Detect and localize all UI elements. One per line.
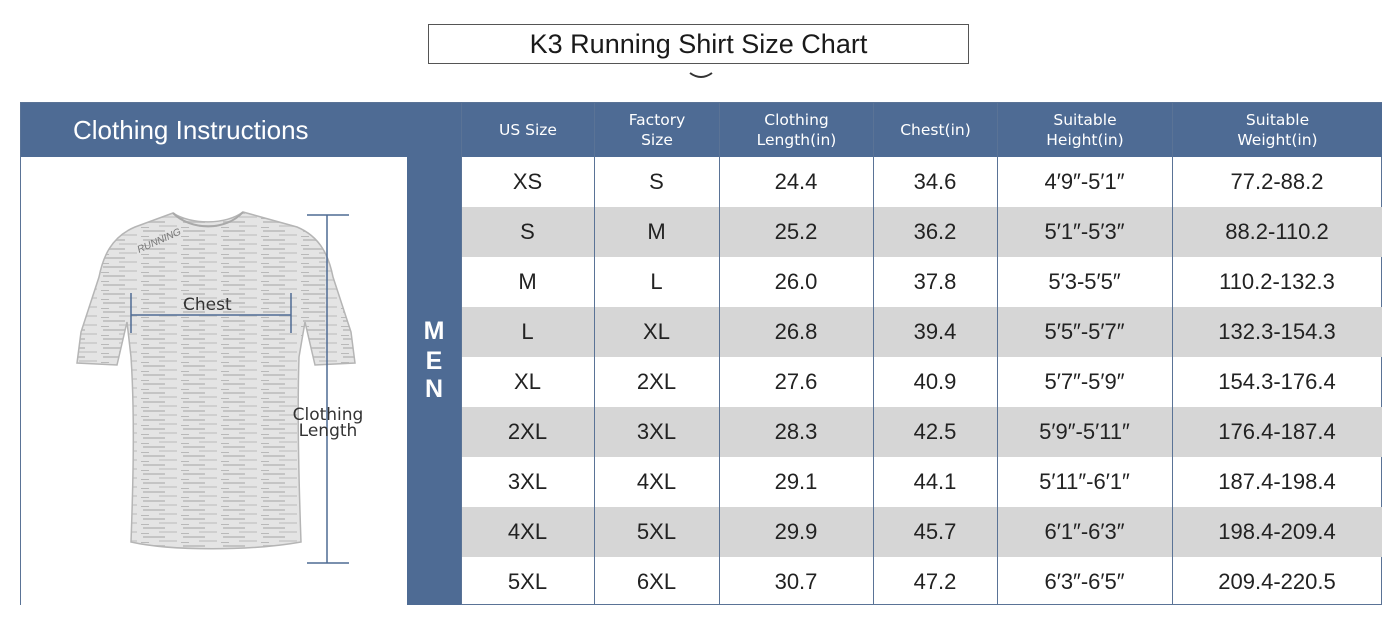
- cell-suitable-height: 6′3″-6′5″: [1044, 569, 1125, 594]
- cell-factory-size: 3XL: [636, 419, 677, 444]
- cell-clothing-length: 29.9: [774, 519, 818, 544]
- cell-suitable-weight: 154.3-176.4: [1218, 369, 1336, 394]
- header-factory-size: Factory Size: [594, 103, 719, 157]
- chest-label: Chest: [183, 295, 232, 315]
- cell-us-size: 2XL: [507, 419, 548, 444]
- column-divider: [997, 103, 998, 605]
- table-row: 3XL 4XL 29.1 44.1 5′11″-6′1″ 187.4-198.4: [461, 457, 1382, 507]
- cell-chest: 39.4: [913, 319, 957, 344]
- cell-clothing-length: 26.8: [774, 319, 818, 344]
- page-title: K3 Running Shirt Size Chart: [428, 24, 969, 64]
- header-us-size: US Size: [461, 103, 594, 157]
- cell-us-size: S: [520, 219, 535, 244]
- cell-suitable-height: 5′11″-6′1″: [1039, 469, 1130, 494]
- header-suitable-height: Suitable Height(in): [997, 103, 1172, 157]
- cell-factory-size: S: [649, 169, 664, 194]
- cell-suitable-weight: 187.4-198.4: [1218, 469, 1336, 494]
- cell-clothing-length: 25.2: [774, 219, 818, 244]
- cell-suitable-weight: 209.4-220.5: [1218, 569, 1336, 594]
- cell-suitable-weight: 132.3-154.3: [1218, 319, 1336, 344]
- table-row: S M 25.2 36.2 5′1″-5′3″ 88.2-110.2: [461, 207, 1382, 257]
- cell-chest: 42.5: [913, 419, 957, 444]
- cell-factory-size: 5XL: [636, 519, 677, 544]
- cell-us-size: XS: [512, 169, 543, 194]
- cell-factory-size: M: [647, 219, 666, 244]
- cell-clothing-length: 30.7: [774, 569, 818, 594]
- cell-clothing-length: 28.3: [774, 419, 818, 444]
- cell-suitable-height: 5′7″-5′9″: [1044, 369, 1125, 394]
- cell-chest: 36.2: [913, 219, 957, 244]
- clothing-length-label: Clothing Length: [292, 405, 364, 441]
- cell-chest: 37.8: [913, 269, 957, 294]
- cell-us-size: 4XL: [507, 519, 548, 544]
- cell-clothing-length: 29.1: [774, 469, 818, 494]
- cell-factory-size: 2XL: [636, 369, 677, 394]
- table-row: 5XL 6XL 30.7 47.2 6′3″-6′5″ 209.4-220.5: [461, 557, 1382, 607]
- cell-suitable-height: 5′5″-5′7″: [1044, 319, 1125, 344]
- column-divider: [461, 103, 462, 605]
- cell-suitable-height: 5′9″-5′11″: [1039, 419, 1130, 444]
- cell-chest: 47.2: [913, 569, 957, 594]
- cell-us-size: 3XL: [507, 469, 548, 494]
- cell-chest: 44.1: [913, 469, 957, 494]
- cell-us-size: 5XL: [507, 569, 548, 594]
- chevron-down-icon: [689, 72, 713, 78]
- cell-suitable-height: 5′1″-5′3″: [1044, 219, 1125, 244]
- header-clothing-length: Clothing Length(in): [719, 103, 873, 157]
- cell-chest: 40.9: [913, 369, 957, 394]
- table-row: M L 26.0 37.8 5′3-5′5″ 110.2-132.3: [461, 257, 1382, 307]
- cell-suitable-height: 5′3-5′5″: [1048, 269, 1121, 294]
- header-chest: Chest(in): [873, 103, 997, 157]
- table-row: 4XL 5XL 29.9 45.7 6′1″-6′3″ 198.4-209.4: [461, 507, 1382, 557]
- table-row: XS S 24.4 34.6 4′9″-5′1″ 77.2-88.2: [461, 157, 1382, 207]
- cell-suitable-weight: 77.2-88.2: [1230, 169, 1324, 194]
- cell-us-size: M: [518, 269, 537, 294]
- men-section-label: M E N: [407, 157, 461, 605]
- cell-factory-size: L: [650, 269, 663, 294]
- cell-chest: 34.6: [913, 169, 957, 194]
- table-row: XL 2XL 27.6 40.9 5′7″-5′9″ 154.3-176.4: [461, 357, 1382, 407]
- cell-clothing-length: 24.4: [774, 169, 818, 194]
- column-divider: [873, 103, 874, 605]
- header-suitable-weight: Suitable Weight(in): [1172, 103, 1382, 157]
- cell-suitable-height: 6′1″-6′3″: [1044, 519, 1125, 544]
- cell-factory-size: 6XL: [636, 569, 677, 594]
- shirt-icon: RUNNING: [76, 211, 356, 564]
- cell-factory-size: 4XL: [636, 469, 677, 494]
- cell-suitable-weight: 198.4-209.4: [1218, 519, 1336, 544]
- cell-suitable-weight: 176.4-187.4: [1218, 419, 1336, 444]
- cell-factory-size: XL: [643, 319, 670, 344]
- cell-clothing-length: 26.0: [774, 269, 818, 294]
- cell-clothing-length: 27.6: [774, 369, 818, 394]
- table-row: L XL 26.8 39.4 5′5″-5′7″ 132.3-154.3: [461, 307, 1382, 357]
- cell-chest: 45.7: [913, 519, 957, 544]
- column-divider: [594, 103, 595, 605]
- cell-suitable-weight: 88.2-110.2: [1225, 219, 1329, 244]
- shirt-diagram: RUNNING Chest Clothing Length: [21, 157, 407, 605]
- cell-us-size: L: [521, 319, 534, 344]
- cell-us-size: XL: [514, 369, 541, 394]
- size-chart-table: Clothing Instructions US Size Factory Size…: [20, 102, 1382, 605]
- clothing-instructions-header: Clothing Instructions: [21, 103, 461, 157]
- table-row: 2XL 3XL 28.3 42.5 5′9″-5′11″ 176.4-187.4: [461, 407, 1382, 457]
- cell-suitable-weight: 110.2-132.3: [1219, 269, 1335, 294]
- column-divider: [1172, 103, 1173, 605]
- column-divider: [719, 103, 720, 605]
- cell-suitable-height: 4′9″-5′1″: [1044, 169, 1125, 194]
